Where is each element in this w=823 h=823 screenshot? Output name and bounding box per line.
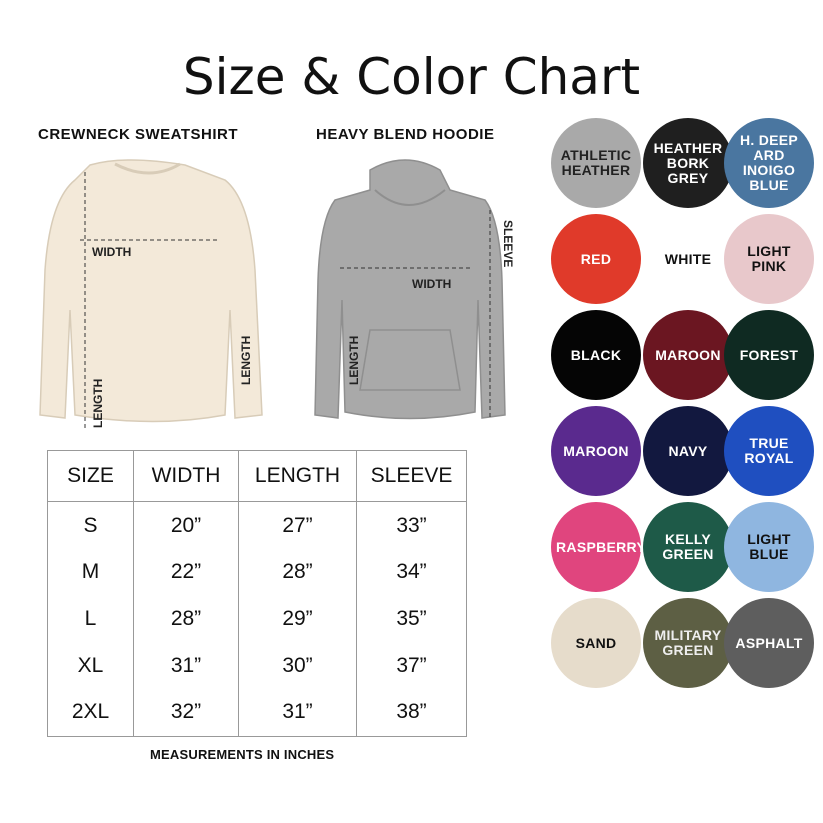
color-swatch-label: H. DEEP ARD INOIGO BLUE: [739, 132, 799, 193]
table-row: XL 31” 30” 37”: [48, 642, 467, 689]
crewneck-width-label: WIDTH: [92, 245, 131, 259]
table-row: L 28” 29” 35”: [48, 595, 467, 643]
table-cell: XL: [77, 653, 104, 677]
color-swatch: RED: [551, 214, 641, 304]
color-swatch-label: NAVY: [668, 442, 708, 459]
crewneck-title: CREWNECK SWEATSHIRT: [38, 126, 239, 143]
crewneck-sleeve-label: LENGTH: [239, 336, 253, 385]
table-cell: 34”: [356, 549, 467, 596]
table-cell: 30”: [238, 642, 357, 689]
table-cell: 35”: [356, 595, 467, 643]
color-swatch: H. DEEP ARD INOIGO BLUE: [724, 118, 814, 208]
page-title: Size & Color Chart: [182, 48, 641, 106]
color-swatch: ATHLETIC HEATHER: [551, 118, 641, 208]
color-swatch: MAROON: [551, 406, 641, 496]
header-size: SIZE: [47, 450, 134, 502]
table-cell: 31”: [133, 642, 239, 689]
color-swatch: HEATHER BORK GREY: [643, 118, 733, 208]
header-sleeve: SLEEVE: [356, 450, 467, 502]
color-swatch-label: RED: [580, 250, 612, 267]
crewneck-length-label: LENGTH: [91, 379, 105, 428]
color-swatch: MILITARY GREEN: [643, 598, 733, 688]
color-swatch: ASPHALT: [724, 598, 814, 688]
table-row: M 22” 28” 34”: [48, 549, 467, 596]
color-swatch-label: LIGHT PINK: [747, 243, 791, 274]
table-cell: 31”: [238, 688, 357, 737]
table-row: 2XL 32” 31” 38”: [48, 688, 467, 737]
hoodie-sleeve-label: SLEEVE: [501, 220, 515, 267]
size-table-header: SIZE WIDTH LENGTH SLEEVE: [47, 450, 467, 502]
color-swatch: FOREST: [724, 310, 814, 400]
table-cell: S: [83, 513, 98, 537]
color-swatch-label: MILITARY GREEN: [654, 627, 722, 658]
color-swatch-label: FOREST: [739, 346, 799, 363]
measurement-note: MEASUREMENTS IN INCHES: [150, 747, 335, 762]
color-swatch-label: WHITE: [664, 250, 712, 267]
color-swatch-label: RASPBERRY: [556, 538, 647, 555]
table-cell: 28”: [238, 549, 357, 596]
color-swatch-label: LIGHT BLUE: [747, 531, 791, 562]
color-swatch: LIGHT PINK: [724, 214, 814, 304]
crewneck-illustration: WIDTH LENGTH LENGTH: [39, 159, 263, 428]
color-swatch: NAVY: [643, 406, 733, 496]
hoodie-illustration: WIDTH LENGTH SLEEVE: [314, 159, 515, 420]
table-cell: 22”: [133, 549, 239, 596]
crewneck-body: [39, 159, 263, 423]
table-cell: 37”: [356, 642, 467, 689]
table-cell: 29”: [238, 595, 357, 643]
table-cell: M: [81, 560, 100, 584]
color-swatch-label: MAROON: [655, 346, 721, 363]
color-swatch-label: ATHLETIC HEATHER: [560, 147, 632, 178]
color-swatch-label: BLACK: [570, 346, 622, 363]
table-cell: 32”: [133, 688, 239, 737]
color-swatch-label: MAROON: [563, 442, 629, 459]
hoodie-length-label: LENGTH: [347, 336, 361, 385]
color-swatch: MAROON: [643, 310, 733, 400]
table-row: S 20” 27” 33”: [48, 501, 467, 550]
color-swatch: LIGHT BLUE: [724, 502, 814, 592]
table-cell: 2XL: [71, 700, 110, 724]
table-cell: 20”: [133, 501, 239, 550]
color-swatch: KELLY GREEN: [643, 502, 733, 592]
color-swatch: WHITE: [643, 214, 733, 304]
color-swatch-label: HEATHER BORK GREY: [653, 139, 723, 186]
color-swatch-label: ASPHALT: [735, 634, 803, 651]
color-swatch-label: KELLY GREEN: [662, 531, 714, 562]
table-cell: 28”: [133, 595, 239, 643]
header-length: LENGTH: [238, 450, 357, 502]
table-cell: 33”: [356, 501, 467, 550]
hoodie-body: [314, 159, 506, 420]
color-swatch: TRUE ROYAL: [724, 406, 814, 496]
table-cell: 38”: [356, 688, 467, 737]
color-swatch-label: TRUE ROYAL: [744, 435, 794, 466]
header-width: WIDTH: [133, 450, 239, 502]
color-swatch: BLACK: [551, 310, 641, 400]
color-swatch-label: SAND: [575, 634, 617, 651]
color-swatch: SAND: [551, 598, 641, 688]
size-table: SIZE WIDTH LENGTH SLEEVE S 20” 27” 33” M 22” 2…: [47, 450, 467, 737]
table-cell: 27”: [238, 501, 357, 550]
table-cell: L: [84, 606, 97, 630]
color-swatch: RASPBERRY: [551, 502, 647, 592]
hoodie-title: HEAVY BLEND HOODIE: [316, 126, 495, 143]
hoodie-width-label: WIDTH: [412, 277, 451, 291]
